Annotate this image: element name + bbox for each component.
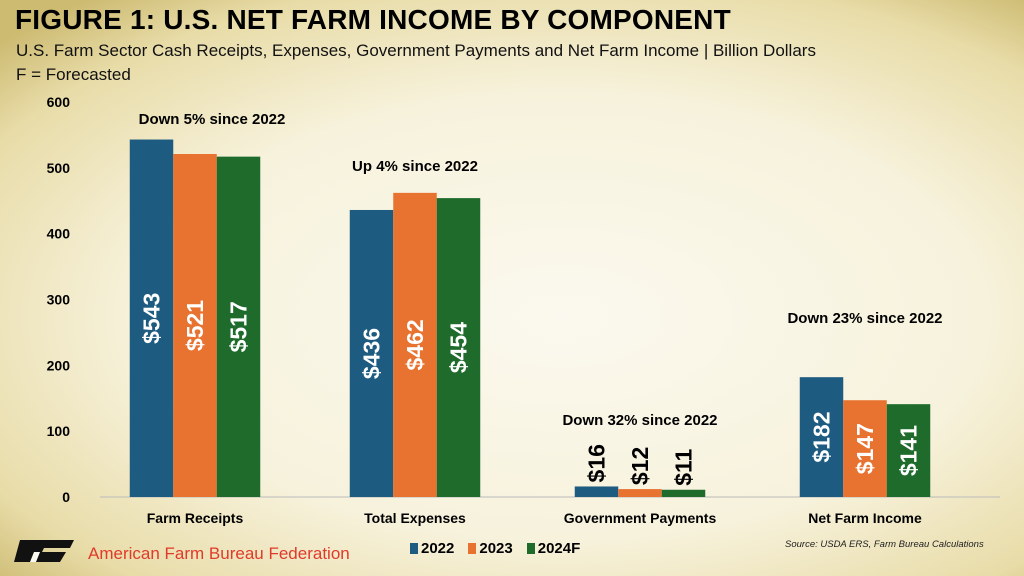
legend: 2022 2023 2024F	[410, 540, 580, 557]
chart-subtitle: U.S. Farm Sector Cash Receipts, Expenses…	[16, 41, 816, 60]
data-label: $16	[584, 444, 610, 482]
forecast-note: F = Forecasted	[16, 65, 131, 84]
legend-item: 2024F	[526, 540, 581, 557]
x-category-label: Net Farm Income	[808, 510, 922, 526]
annotation: Down 32% since 2022	[562, 412, 717, 429]
legend-label: 2024F	[537, 540, 581, 557]
bar-2024F	[661, 489, 706, 497]
afbf-logo-icon	[14, 540, 74, 562]
x-category-label: Total Expenses	[364, 510, 466, 526]
data-label: $436	[359, 328, 385, 379]
data-label: $12	[627, 447, 653, 485]
y-tick-label: 300	[47, 292, 71, 308]
annotation: Down 5% since 2022	[139, 111, 286, 128]
legend-swatch	[526, 543, 535, 554]
bar-2024F	[886, 404, 931, 497]
data-label: $521	[182, 300, 208, 351]
bar-2022	[799, 377, 844, 497]
bar-2022	[574, 486, 619, 497]
data-label: $517	[226, 301, 252, 352]
legend-swatch	[468, 543, 477, 554]
chart-title: FIGURE 1: U.S. NET FARM INCOME BY COMPON…	[15, 4, 731, 35]
data-label: $182	[809, 412, 835, 463]
y-tick-label: 200	[47, 357, 71, 373]
data-label: $11	[671, 448, 697, 485]
bar-2022	[129, 139, 174, 497]
bar-2023	[393, 192, 437, 497]
legend-item: 2023	[468, 540, 513, 557]
bar-2023	[843, 400, 887, 497]
bar-2024F	[216, 156, 261, 497]
data-label: $147	[852, 423, 878, 474]
y-tick-label: 0	[62, 489, 70, 505]
data-label: $462	[402, 319, 428, 370]
bar-2023	[618, 489, 662, 497]
y-tick-label: 500	[47, 160, 71, 176]
y-tick-label: 100	[47, 423, 71, 439]
data-label: $543	[139, 293, 165, 344]
annotation: Up 4% since 2022	[352, 158, 478, 175]
data-label: $141	[896, 425, 922, 476]
legend-swatch	[410, 543, 418, 554]
x-category-label: Farm Receipts	[147, 510, 244, 526]
source-note: Source: USDA ERS, Farm Bureau Calculatio…	[785, 539, 984, 550]
legend-item: 2022	[410, 540, 454, 557]
bar-2022	[349, 209, 394, 497]
bar-2024F	[436, 198, 481, 497]
bar-2023	[173, 154, 217, 497]
legend-label: 2023	[479, 540, 513, 557]
y-tick-label: 600	[47, 94, 71, 110]
annotation: Down 23% since 2022	[787, 310, 942, 327]
legend-label: 2022	[421, 540, 455, 557]
x-category-label: Government Payments	[564, 510, 717, 526]
y-tick-label: 400	[47, 226, 71, 242]
data-label: $454	[446, 322, 472, 373]
organization-name: American Farm Bureau Federation	[88, 544, 350, 563]
